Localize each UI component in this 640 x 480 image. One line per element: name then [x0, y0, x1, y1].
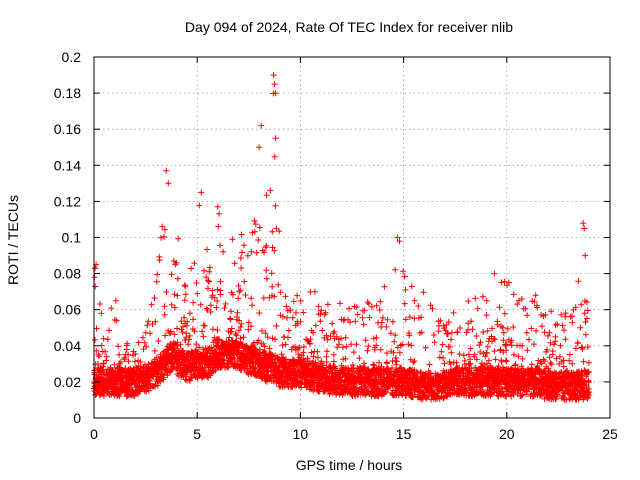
y-tick-label: 0.18 — [54, 85, 81, 101]
x-tick-label: 5 — [193, 426, 201, 442]
y-axis-label: ROTI / TECUs — [5, 195, 21, 285]
axis-ticks — [93, 56, 611, 419]
x-tick-label: 0 — [90, 426, 98, 442]
y-tick-label: 0.16 — [54, 121, 81, 137]
x-tick-label: 20 — [499, 426, 515, 442]
x-axis-label: GPS time / hours — [296, 457, 403, 473]
y-tick-label: 0 — [73, 410, 81, 426]
x-tick-label: 25 — [602, 426, 618, 442]
chart-title: Day 094 of 2024, Rate Of TEC Index for r… — [185, 19, 513, 35]
y-tick-labels: 0 0.02 0.04 0.06 0.08 0.1 0.12 0.14 0.16 0.18 0.2 — [54, 49, 81, 426]
y-tick-label: 0.08 — [54, 266, 81, 282]
x-tick-label: 10 — [293, 426, 309, 442]
y-tick-label: 0.14 — [54, 157, 81, 173]
y-tick-label: 0.04 — [54, 338, 81, 354]
y-tick-label: 0.12 — [54, 193, 81, 209]
y-tick-label: 0.1 — [62, 230, 82, 246]
x-tick-label: 15 — [396, 426, 412, 442]
y-tick-label: 0.06 — [54, 302, 81, 318]
y-tick-label: 0.2 — [62, 49, 82, 65]
x-tick-labels: 0 5 10 15 20 25 — [90, 426, 618, 442]
y-tick-label: 0.02 — [54, 374, 81, 390]
